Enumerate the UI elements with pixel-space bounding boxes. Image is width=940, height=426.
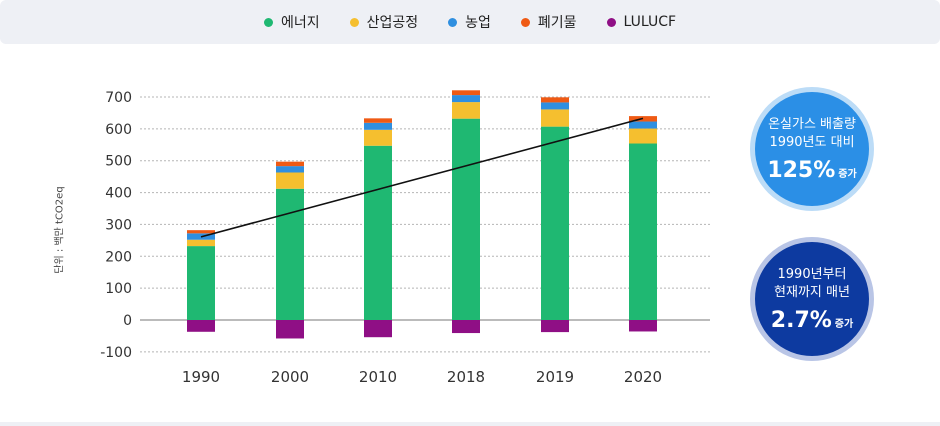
- y-tick-label: 300: [105, 217, 132, 233]
- badge1-line1: 온실가스 배출량: [768, 116, 856, 132]
- bar-segment: [452, 102, 480, 119]
- bar-segment: [276, 172, 304, 189]
- x-tick-label: 1990: [182, 368, 220, 386]
- badge1-line2: 1990년도 대비: [769, 134, 855, 150]
- bottom-strip: [0, 422, 940, 426]
- legend-swatch-industrial: [349, 17, 359, 27]
- bar-segment: [276, 161, 304, 167]
- legend-swatch-agriculture: [448, 17, 458, 27]
- bar-segment: [187, 239, 215, 247]
- x-tick-label: 2020: [624, 368, 662, 386]
- y-tick-label: 400: [105, 186, 132, 202]
- badge1-suffix: 증가: [838, 168, 857, 180]
- badge2-line1: 1990년부터: [777, 266, 847, 282]
- bar-segment: [364, 145, 392, 320]
- y-tick-label: 700: [105, 90, 132, 106]
- trend-line: [200, 117, 644, 238]
- bar-segment: [364, 118, 392, 123]
- bar-segment: [541, 102, 569, 110]
- y-tick-label: 500: [105, 154, 132, 170]
- legend-label-energy: 에너지: [280, 15, 320, 31]
- badge-annual-increase: 1990년부터 현재까지 매년 2.7% 증가: [750, 237, 874, 361]
- bar-segment: [452, 90, 480, 96]
- x-tick-label: 2000: [271, 368, 309, 386]
- bar-segment: [187, 320, 215, 332]
- badge2-suffix: 증가: [834, 318, 854, 330]
- bar-segment: [541, 320, 569, 333]
- x-tick-label: 2019: [536, 368, 574, 386]
- bar-segment: [629, 121, 657, 129]
- bar-segment: [187, 230, 215, 234]
- bar-segment: [452, 320, 480, 334]
- emissions-bar-chart: -100 0 100 200 300 400 500 600 700 1990 2000 2010 20…: [100, 90, 710, 386]
- bar-segment: [541, 97, 569, 103]
- x-tick-label: 2010: [359, 368, 397, 386]
- bar-segment: [541, 126, 569, 321]
- legend-label-lulucf: LULUCF: [623, 14, 677, 30]
- bar-segment: [629, 128, 657, 144]
- bar-segment: [364, 129, 392, 146]
- badge1-value: 125% 증가: [767, 158, 856, 183]
- legend: 에너지 산업공정 농업 폐기물 LULUCF: [0, 0, 940, 44]
- legend-label-agriculture: 농업: [465, 15, 491, 31]
- legend-item-waste: 폐기물: [520, 12, 577, 32]
- bar-segment: [629, 143, 657, 320]
- legend-swatch-lulucf: [606, 17, 616, 27]
- y-tick-label: 200: [105, 249, 132, 265]
- bar-segment: [276, 166, 304, 173]
- x-tick-label: 2018: [447, 368, 485, 386]
- legend-item-agriculture: 농업: [448, 12, 491, 32]
- badge2-value: 2.7% 증가: [771, 308, 853, 333]
- bar-segment: [276, 188, 304, 320]
- y-tick-label: 100: [105, 281, 132, 297]
- badge-total-increase: 온실가스 배출량 1990년도 대비 125% 증가: [750, 87, 874, 211]
- y-tick-label: -100: [100, 345, 132, 361]
- y-tick-label: 600: [105, 122, 132, 138]
- legend-item-lulucf: LULUCF: [606, 14, 677, 30]
- bar-segment: [364, 320, 392, 338]
- bar-segment: [276, 320, 304, 339]
- legend-label-waste: 폐기물: [537, 15, 577, 31]
- legend-item-industrial: 산업공정: [349, 12, 419, 32]
- bar-segment: [452, 118, 480, 320]
- badge2-big: 2.7%: [770, 307, 832, 333]
- bar-segment: [452, 95, 480, 103]
- bar-segment: [541, 109, 569, 127]
- badge1-big: 125%: [767, 157, 836, 183]
- legend-swatch-energy: [263, 17, 273, 27]
- bar-segment: [364, 122, 392, 130]
- legend-item-energy: 에너지: [263, 12, 320, 32]
- bar-segment: [187, 246, 215, 320]
- badge2-line2: 현재까지 매년: [774, 284, 850, 300]
- bar-segment: [629, 320, 657, 332]
- y-tick-label: 0: [123, 313, 132, 329]
- legend-label-industrial: 산업공정: [366, 15, 419, 31]
- legend-swatch-waste: [520, 17, 530, 27]
